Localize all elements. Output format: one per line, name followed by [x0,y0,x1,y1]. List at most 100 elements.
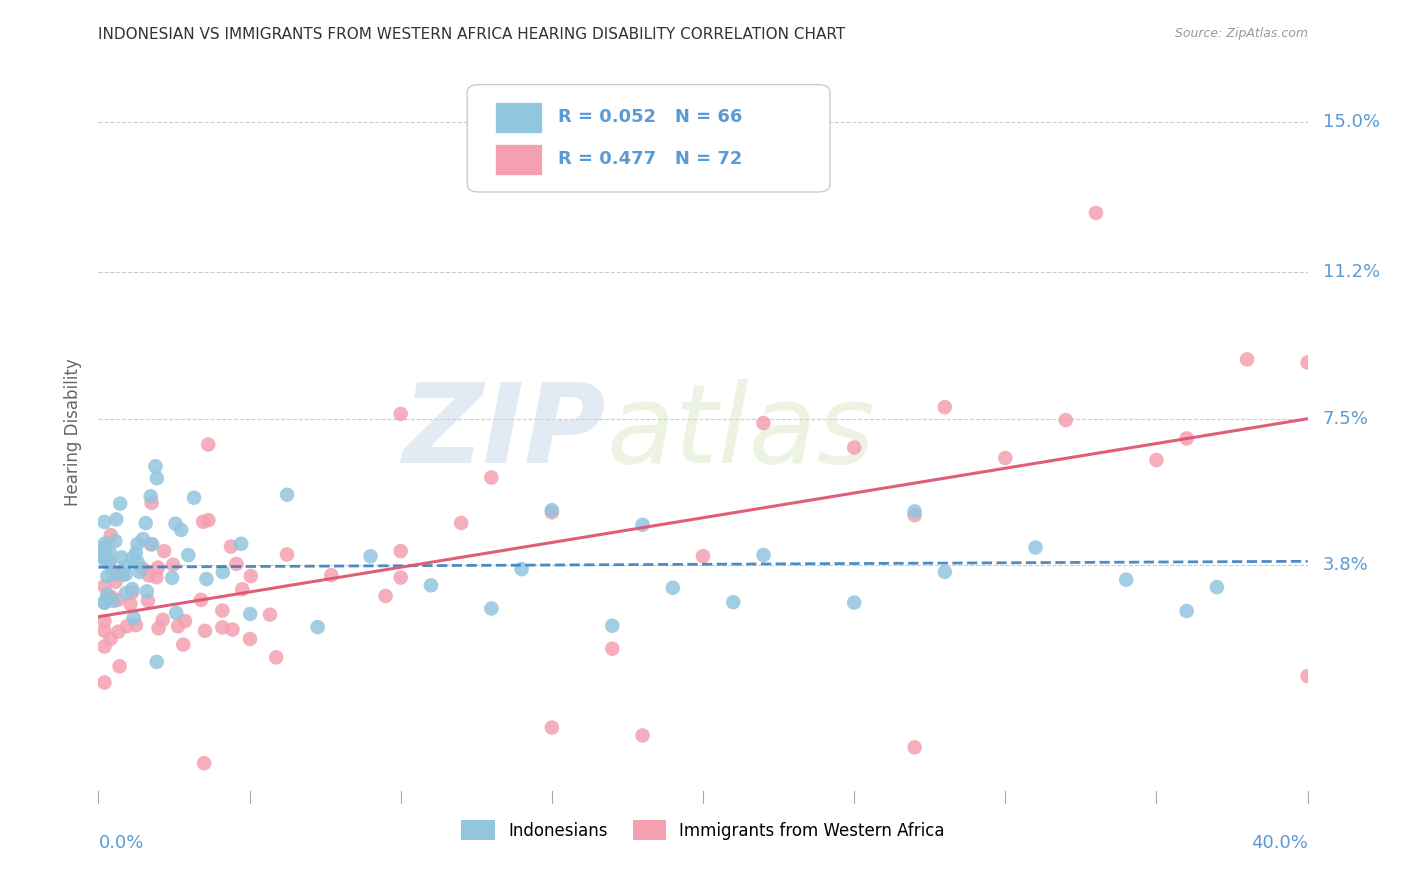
Point [1175,604,1198,618]
Point [107,624,129,639]
Point [135,516,157,530]
Point [374,589,396,603]
Point [934,565,956,579]
Point [122,611,145,625]
Text: INDONESIAN VS IMMIGRANTS FROM WESTERN AFRICA HEARING DISABILITY CORRELATION CHAR: INDONESIAN VS IMMIGRANTS FROM WESTERN AF… [98,27,845,42]
Point [540,503,562,517]
Point [93,596,115,610]
Point [183,491,205,505]
Point [631,729,654,743]
Point [93,550,115,565]
Point [904,508,927,523]
Point [170,523,193,537]
Point [110,550,132,565]
Point [121,551,143,566]
Text: 0.0%: 0.0% [98,835,143,853]
Point [1206,580,1229,594]
Point [93,675,115,690]
Point [692,549,714,564]
Point [93,579,115,593]
Point [100,590,122,604]
Point [125,546,148,560]
Point [481,601,503,615]
Point [93,552,115,566]
Point [219,540,242,554]
Point [93,640,115,654]
Text: 40.0%: 40.0% [1251,835,1308,853]
Point [264,650,287,665]
Point [1085,206,1108,220]
Point [752,548,775,562]
Point [540,721,562,735]
Point [389,544,412,558]
Text: atlas: atlas [606,379,875,486]
Point [93,536,115,550]
Point [231,537,253,551]
Point [177,548,200,562]
FancyBboxPatch shape [495,144,543,175]
Point [934,400,956,414]
Point [93,595,115,609]
Point [146,560,169,574]
Point [93,515,115,529]
Point [104,533,127,548]
Point [115,619,138,633]
Point [152,613,174,627]
Point [193,756,215,771]
Point [98,546,121,560]
Point [661,581,683,595]
Point [1236,352,1258,367]
Point [174,614,197,628]
Point [194,624,217,638]
Point [132,562,155,576]
Point [389,407,412,421]
Point [450,516,472,530]
Point [115,586,138,600]
Point [844,596,866,610]
Text: 3.8%: 3.8% [1323,557,1368,574]
Point [172,638,194,652]
Point [110,566,132,581]
Point [1296,355,1319,369]
Point [100,632,122,646]
Point [994,450,1017,465]
Point [101,567,124,582]
Point [141,496,163,510]
Point [121,585,143,599]
Point [145,570,167,584]
Point [136,593,159,607]
Text: 15.0%: 15.0% [1323,112,1379,131]
Point [162,558,184,572]
Point [1115,573,1137,587]
Point [239,632,262,646]
Point [167,619,190,633]
Point [211,620,233,634]
Point [104,574,127,589]
Point [191,515,214,529]
Point [259,607,281,622]
Point [1024,541,1046,555]
Point [307,620,329,634]
Point [420,578,443,592]
Point [752,416,775,430]
Point [276,488,298,502]
Point [146,471,169,485]
Point [481,470,503,484]
Point [139,489,162,503]
Point [165,516,187,531]
Point [100,528,122,542]
Point [93,614,115,628]
Point [138,568,160,582]
Point [195,572,218,586]
Point [103,594,125,608]
Point [125,618,148,632]
Point [211,565,233,579]
Point [231,582,253,597]
Point [153,544,176,558]
Point [98,554,121,568]
Point [135,584,157,599]
Point [141,537,163,551]
Point [211,603,233,617]
Point [105,512,128,526]
Point [1054,413,1077,427]
